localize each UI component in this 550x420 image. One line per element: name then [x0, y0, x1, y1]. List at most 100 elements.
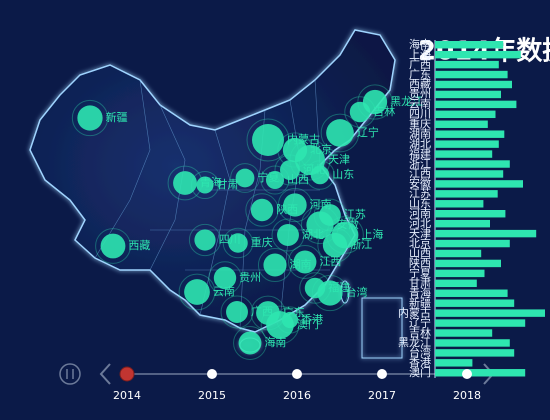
- map-point[interactable]: [265, 170, 285, 190]
- timeline-dot[interactable]: [292, 369, 302, 379]
- bar: [435, 339, 510, 347]
- point-ripple: [246, 118, 290, 162]
- map-point[interactable]: [213, 266, 237, 290]
- point-ripple: [230, 163, 260, 193]
- map-point[interactable]: [196, 176, 214, 194]
- point-ripple: [277, 187, 313, 223]
- timeline-label: 2015: [198, 389, 226, 402]
- bar: [435, 229, 537, 238]
- bar-label: 香港: [409, 356, 431, 369]
- bar: [435, 150, 493, 158]
- point-ripple: [260, 165, 290, 195]
- map-point[interactable]: [293, 250, 317, 274]
- map-point[interactable]: [277, 224, 299, 246]
- timeline-dot[interactable]: [462, 369, 472, 379]
- point-ripple: [71, 99, 109, 137]
- bar: [435, 219, 490, 228]
- bar-label: 贵州: [409, 88, 431, 101]
- point-ripple: [95, 228, 131, 264]
- bar-label: 内蒙古: [398, 305, 431, 319]
- map-label: 安徽: [337, 217, 359, 231]
- point-ripple: [300, 205, 340, 245]
- map-label: 陕西: [276, 202, 298, 216]
- bar-label: 辽宁: [409, 315, 431, 329]
- south-sea-inset: [361, 297, 403, 359]
- map-label: 西藏: [128, 239, 150, 252]
- map-label: 新疆: [106, 110, 128, 124]
- point-ripple: [311, 274, 349, 312]
- point-ripple: [245, 193, 279, 227]
- bar-label: 河南: [409, 207, 431, 220]
- bar: [435, 41, 504, 49]
- point-ripple: [220, 295, 254, 329]
- bar: [435, 210, 506, 218]
- map-label: 辽宁: [357, 125, 379, 139]
- timeline-label: 2017: [368, 389, 396, 402]
- map-point[interactable]: [228, 233, 248, 253]
- map-point[interactable]: [173, 171, 197, 195]
- map-point[interactable]: [362, 89, 388, 115]
- map-point[interactable]: [282, 137, 308, 163]
- timeline-dot[interactable]: [207, 369, 217, 379]
- map-point[interactable]: [235, 168, 255, 188]
- bar-label: 北京: [409, 236, 431, 250]
- bar: [435, 200, 484, 208]
- bar-label: 吉林: [409, 325, 431, 339]
- bar-label: 浙江: [409, 157, 431, 170]
- map-point[interactable]: [263, 253, 287, 277]
- bar: [435, 140, 499, 148]
- bar-label: 湖北: [409, 137, 431, 150]
- map-point[interactable]: [252, 124, 284, 156]
- map-label: 江苏: [344, 208, 366, 221]
- map-point[interactable]: [184, 279, 210, 305]
- timeline-dot[interactable]: [377, 369, 387, 379]
- map-point[interactable]: [280, 160, 300, 180]
- bar: [435, 180, 523, 188]
- pause-icon: [66, 369, 74, 379]
- map-point[interactable]: [319, 204, 341, 226]
- map-label: 澳门: [297, 317, 319, 331]
- timeline-dot[interactable]: [119, 366, 135, 382]
- point-ripple: [222, 227, 254, 259]
- map-label: 香港: [301, 313, 323, 326]
- map-point[interactable]: [194, 229, 216, 251]
- point-ripple: [188, 223, 222, 257]
- map-point[interactable]: [326, 119, 354, 147]
- map-point[interactable]: [250, 198, 274, 222]
- bar: [435, 70, 508, 79]
- bar: [435, 329, 493, 337]
- bar: [435, 349, 515, 357]
- bar: [435, 160, 510, 168]
- bar-label: 澳门: [409, 365, 431, 379]
- bar: [435, 259, 501, 268]
- map-label: 内蒙古: [287, 132, 320, 146]
- map-point[interactable]: [283, 193, 307, 217]
- map-point[interactable]: [266, 311, 294, 339]
- play-button[interactable]: [59, 363, 81, 385]
- map-point[interactable]: [238, 331, 262, 355]
- point-ripple: [257, 247, 293, 283]
- map-point[interactable]: [77, 105, 103, 131]
- bar-label: 黑龙江: [398, 336, 431, 349]
- map-point[interactable]: [226, 301, 248, 323]
- bar-label: 江西: [409, 167, 431, 180]
- point-ripple: [288, 245, 322, 279]
- map-label: 浙江: [350, 238, 372, 251]
- map-label: 贵州: [239, 271, 261, 284]
- bar: [435, 110, 496, 119]
- bar-label: 青海: [409, 286, 431, 300]
- bar-label: 陕西: [409, 256, 431, 270]
- bar: [435, 170, 504, 178]
- prev-button[interactable]: [99, 363, 111, 385]
- map-point[interactable]: [322, 232, 348, 258]
- bar-label: 江苏: [409, 187, 431, 200]
- bar-label: 河北: [409, 217, 431, 230]
- map-point[interactable]: [317, 280, 343, 306]
- bar-label: 山西: [409, 247, 431, 260]
- bar-label: 安徽: [409, 176, 431, 190]
- bar: [435, 50, 521, 59]
- bar-label: 湖南: [409, 127, 431, 140]
- bar-label: 上海: [409, 47, 431, 61]
- map-point[interactable]: [100, 233, 126, 259]
- point-ripple: [313, 198, 347, 232]
